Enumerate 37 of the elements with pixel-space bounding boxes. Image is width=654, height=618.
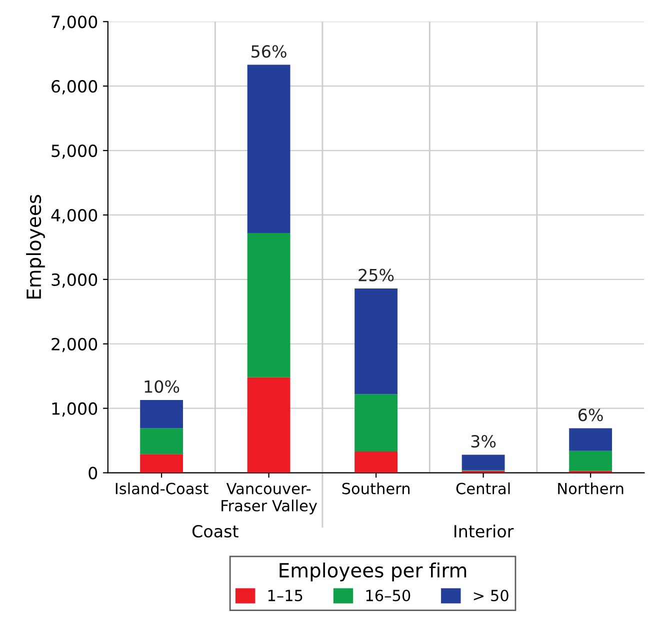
bar: [569, 450, 612, 471]
y-tick-label: 0: [88, 466, 98, 480]
legend-title: Employees per firm: [280, 562, 466, 582]
bar: [462, 454, 505, 470]
annotation: 56%: [252, 45, 286, 58]
annotation: 25%: [358, 268, 394, 282]
bar: [247, 233, 290, 378]
bar: [247, 64, 290, 234]
annotation: 3%: [471, 435, 496, 448]
annotation: 10%: [144, 380, 180, 393]
bar: [354, 394, 398, 452]
text: Coast: [192, 524, 238, 538]
x-tick-label: Northern: [558, 482, 624, 494]
x-tick-label: Island-Coast: [116, 482, 208, 494]
y-axis-title: Employees: [26, 194, 45, 299]
bar: [354, 288, 398, 394]
x-tick-label: Vancouver- Fraser Valley: [222, 482, 318, 514]
y-tick-label: 7,000: [52, 16, 98, 30]
legend-label: 1–15: [268, 590, 302, 602]
bar: [569, 428, 612, 451]
legend-label: 16–50: [366, 590, 410, 602]
legend-label: > 50: [474, 590, 508, 602]
x-tick-label: Central: [456, 482, 510, 494]
bar: [247, 377, 290, 473]
y-tick-label: 4,000: [51, 208, 98, 224]
y-tick-label: 5,000: [52, 144, 98, 159]
y-tick-label: 1,000: [52, 402, 98, 417]
bar: [140, 400, 183, 428]
annotation: 6%: [578, 408, 603, 422]
y-tick-label: 2,000: [52, 338, 98, 352]
bar: [354, 452, 398, 473]
x-tick-label: Southern: [342, 482, 410, 494]
bar: [140, 454, 183, 473]
text: Interior: [454, 524, 514, 538]
bar: [140, 428, 183, 454]
y-tick-label: 6,000: [52, 80, 98, 94]
y-tick-label: 3,000: [52, 273, 98, 288]
